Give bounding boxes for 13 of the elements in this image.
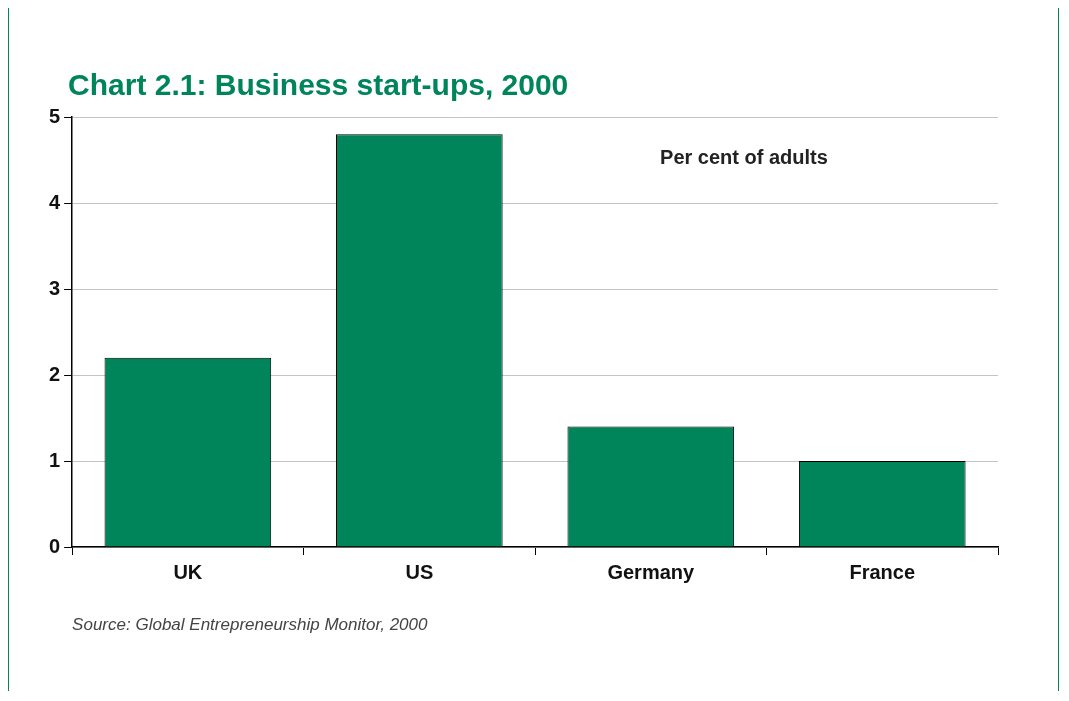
source-note: Source: Global Entrepreneurship Monitor, 2000 (72, 614, 428, 634)
y-tick-label: 3 (49, 276, 61, 299)
x-tick-label: France (849, 560, 916, 583)
y-tick-label: 2 (49, 362, 61, 385)
chart-title: Chart 2.1: Business start-ups, 2000 (68, 68, 569, 101)
y-tick-label: 5 (49, 104, 61, 127)
x-tick-label: UK (173, 560, 203, 583)
y-tick-label: 1 (49, 448, 61, 471)
y-axis-title: Per cent of adults (660, 145, 828, 168)
y-tick-label: 4 (49, 190, 61, 213)
y-tick-label: 0 (49, 534, 61, 557)
x-tick-label: Germany (607, 560, 696, 583)
x-tick-label: US (405, 560, 434, 583)
